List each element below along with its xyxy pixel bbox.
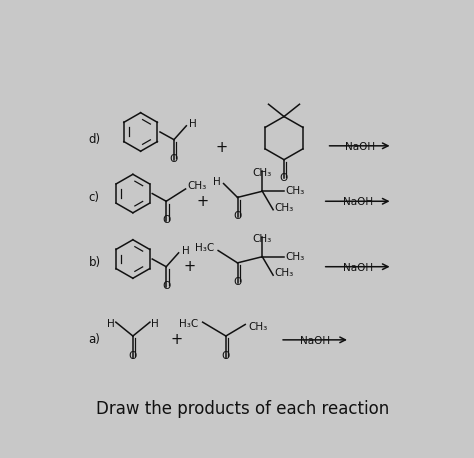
- Text: CH₃: CH₃: [275, 268, 294, 278]
- Text: CH₃: CH₃: [253, 168, 272, 178]
- Text: CH₃: CH₃: [275, 203, 294, 213]
- Text: +: +: [197, 194, 209, 209]
- Text: CH₃: CH₃: [253, 234, 272, 244]
- Text: H: H: [151, 319, 158, 329]
- Text: O: O: [162, 215, 170, 225]
- Text: NaOH: NaOH: [343, 197, 373, 207]
- Text: +: +: [171, 333, 183, 347]
- Text: O: O: [233, 211, 242, 221]
- Text: d): d): [89, 133, 101, 146]
- Text: +: +: [216, 140, 228, 155]
- Text: a): a): [89, 333, 100, 346]
- Text: H₃C: H₃C: [179, 319, 198, 329]
- Text: NaOH: NaOH: [300, 336, 330, 346]
- Text: CH₃: CH₃: [187, 181, 206, 191]
- Text: CH₃: CH₃: [248, 322, 268, 332]
- Text: NaOH: NaOH: [343, 263, 373, 273]
- Text: H: H: [213, 177, 220, 187]
- Text: CH₃: CH₃: [285, 252, 305, 262]
- Text: H: H: [182, 246, 190, 256]
- Text: O: O: [233, 277, 242, 287]
- Text: CH₃: CH₃: [285, 186, 305, 196]
- Text: O: O: [222, 351, 230, 361]
- Text: O: O: [162, 281, 170, 290]
- Text: H: H: [190, 119, 197, 129]
- Text: Draw the products of each reaction: Draw the products of each reaction: [96, 400, 390, 418]
- Text: c): c): [89, 191, 100, 204]
- Text: O: O: [170, 153, 178, 164]
- Text: O: O: [129, 351, 137, 361]
- Text: O: O: [280, 173, 288, 183]
- Text: H: H: [107, 319, 115, 329]
- Text: +: +: [183, 259, 195, 274]
- Text: b): b): [89, 256, 101, 269]
- Text: NaOH: NaOH: [345, 142, 374, 152]
- Text: H₃C: H₃C: [195, 243, 214, 253]
